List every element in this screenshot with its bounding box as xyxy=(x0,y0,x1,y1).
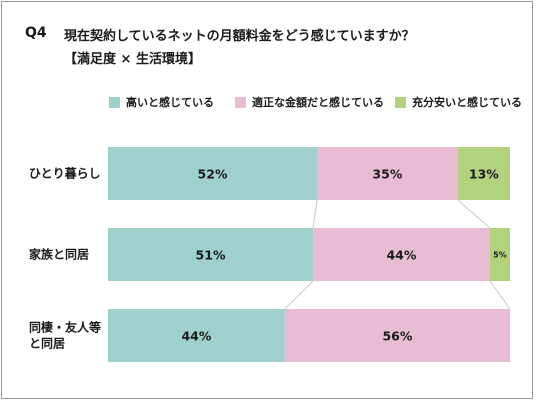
data-label: 13% xyxy=(469,167,499,182)
connector-line xyxy=(489,280,511,310)
legend-item-high: 高いと感じている xyxy=(109,94,214,110)
data-label: 44% xyxy=(386,248,416,263)
bar-segment xyxy=(313,228,490,281)
legend-item-fair: 適正な金額だと感じている xyxy=(235,94,384,110)
data-label: 5% xyxy=(493,251,507,260)
bar-segment xyxy=(108,147,318,200)
data-label: 56% xyxy=(382,329,412,344)
bar-segment xyxy=(284,309,510,362)
connector-line xyxy=(457,199,491,229)
bar-segment xyxy=(457,147,510,200)
data-label: 51% xyxy=(196,248,226,263)
bar-segment xyxy=(317,147,458,200)
question-number: Q4 xyxy=(25,25,47,41)
data-label: 52% xyxy=(198,167,228,182)
connector-line xyxy=(312,199,318,229)
bar-segment xyxy=(108,309,285,362)
legend-swatch-fair xyxy=(235,96,246,108)
legend-label-high: 高いと感じている xyxy=(126,96,214,109)
category-label: と同居 xyxy=(29,337,65,351)
bar-segment xyxy=(108,228,314,281)
chart-title: 現在契約しているネットの月額料金をどう感じていますか？ xyxy=(64,29,415,44)
data-label: 44% xyxy=(181,329,211,344)
category-label: ひとり暮らし xyxy=(29,166,101,181)
legend-swatch-high xyxy=(109,96,120,108)
legend-label-cheap: 充分安いと感じている xyxy=(412,96,522,109)
chart-subtitle: 【満足度 × 生活環境】 xyxy=(64,52,201,67)
category-label: 同棲・友人等 xyxy=(29,320,101,335)
bar-segment xyxy=(489,228,510,281)
data-label: 35% xyxy=(372,167,402,182)
legend-label-fair: 適正な金額だと感じている xyxy=(252,96,384,109)
legend-item-cheap: 充分安いと感じている xyxy=(395,94,522,110)
connector-line xyxy=(284,280,314,310)
legend-swatch-cheap xyxy=(395,96,406,108)
category-label: 家族と同居 xyxy=(29,247,89,262)
